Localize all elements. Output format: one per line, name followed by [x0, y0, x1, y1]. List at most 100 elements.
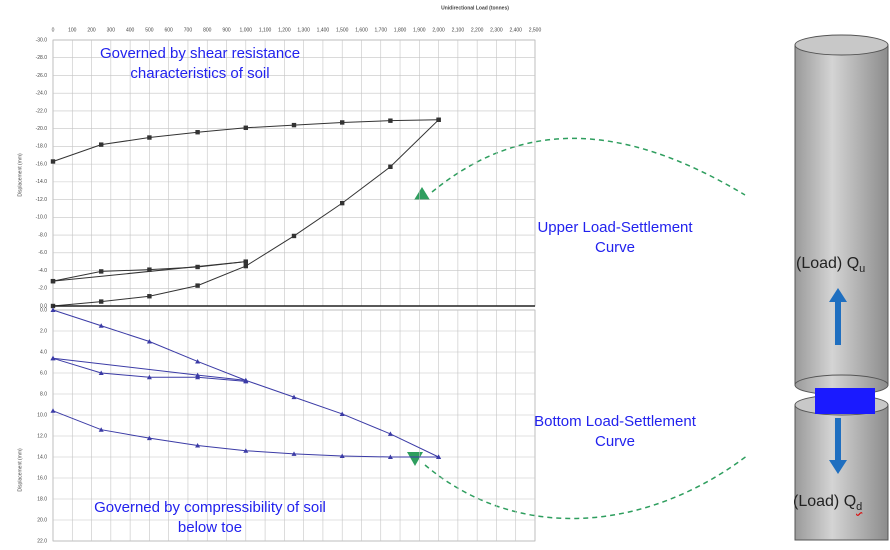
marker	[243, 125, 248, 130]
y-tick-label: -22.0	[36, 108, 48, 114]
x-tick-label: 900	[222, 27, 231, 33]
marker	[195, 283, 200, 288]
load-subscript: d	[856, 501, 863, 514]
annotation: Upper Load-Settlement Curve	[537, 219, 693, 256]
y-tick-label: 0.0	[40, 307, 47, 313]
load-label: (Load) Qu	[796, 255, 865, 275]
x-axis-title: Unidirectional Load (tonnes)	[441, 5, 509, 11]
x-tick-label: 1,700	[375, 27, 388, 33]
marker	[291, 122, 297, 128]
marker	[436, 454, 442, 459]
y-tick-label: 6.0	[40, 370, 47, 376]
marker	[195, 372, 201, 378]
marker	[291, 394, 297, 400]
marker	[146, 374, 152, 380]
y-tick-label: -10.0	[36, 215, 48, 221]
annotation: Governed by shear resistance characteris…	[99, 45, 301, 82]
marker	[243, 377, 249, 383]
marker	[388, 164, 393, 169]
marker	[98, 427, 104, 432]
marker	[99, 142, 104, 147]
x-tick-label: 1,900	[413, 27, 426, 33]
x-tick-label: 800	[203, 27, 212, 33]
y-axis-title: Displacement (mm)	[17, 153, 23, 197]
y-tick-label: 2.0	[40, 328, 47, 334]
y-tick-label: 14.0	[37, 454, 47, 460]
y-tick-label: 0.0	[40, 303, 47, 309]
x-tick-label: 2,500	[529, 27, 542, 33]
y-tick-label: 12.0	[37, 433, 47, 439]
x-tick-label: 700	[184, 27, 193, 33]
marker	[50, 159, 56, 164]
marker	[340, 200, 345, 206]
marker	[147, 135, 152, 140]
plot: 0.0 2.0 4.0 6.0 8.0 10.0 12.0 14.0 16.0 18.0 20.0 2…	[37, 307, 536, 544]
marker	[291, 233, 297, 239]
marker	[195, 358, 201, 364]
y-tick-label: -30.0	[36, 37, 48, 43]
y-tick-label: -12.0	[36, 197, 48, 203]
marker	[339, 411, 345, 416]
y-tick-label: 8.0	[40, 391, 47, 397]
marker	[243, 259, 248, 264]
y-tick-label: -28.0	[36, 55, 48, 61]
y-tick-label: 22.0	[37, 538, 47, 544]
marker	[50, 355, 56, 361]
x-tick-label: 1,300	[297, 27, 310, 33]
y-tick-label: -16.0	[36, 161, 48, 167]
marker	[195, 442, 201, 448]
marker	[388, 118, 393, 123]
marker	[387, 431, 393, 436]
load-text: (Load) Q	[793, 493, 857, 510]
marker	[387, 454, 393, 459]
x-tick-label: 2,000	[432, 27, 445, 33]
callouts	[407, 137, 749, 520]
y-tick-label: -14.0	[36, 179, 48, 185]
x-tick-label: 600	[165, 27, 174, 33]
x-tick-label: 2,400	[509, 27, 522, 33]
marker	[195, 130, 200, 135]
marker	[99, 269, 104, 274]
marker	[340, 120, 345, 125]
x-tick-label: 1,200	[278, 27, 291, 33]
marker	[146, 435, 152, 441]
pile-diagram	[794, 34, 889, 541]
x-tick-label: 2,300	[490, 27, 503, 33]
y-tick-label: 10.0	[37, 412, 47, 418]
y-tick-label: -20.0	[36, 126, 48, 132]
marker	[50, 307, 56, 312]
marker	[98, 323, 104, 328]
x-tick-label: 0	[52, 27, 55, 33]
y-tick-label: -4.0	[38, 268, 47, 274]
marker	[339, 453, 345, 458]
x-tick-label: 400	[126, 27, 135, 33]
series-line	[52, 261, 246, 282]
x-tick-label: 200	[87, 27, 96, 33]
marker	[99, 299, 104, 304]
x-tick-label: 2,200	[471, 27, 484, 33]
x-tick-label: 100	[68, 27, 77, 33]
y-axis-title: Displacement (mm)	[17, 448, 23, 492]
x-tick-label: 1,000	[240, 27, 253, 33]
y-tick-label: 18.0	[37, 496, 47, 502]
y-tick-label: -18.0	[36, 144, 48, 150]
x-tick-label: 1,500	[336, 27, 349, 33]
x-tick-label: 2,100	[452, 27, 465, 33]
x-tick-label: 300	[107, 27, 116, 33]
y-tick-label: 4.0	[40, 349, 47, 355]
marker	[147, 267, 152, 272]
y-tick-label: -8.0	[38, 232, 47, 238]
annotation: Governed by compressibility of soil belo…	[94, 499, 326, 536]
load-text: (Load) Q	[796, 255, 860, 272]
y-tick-label: -26.0	[36, 73, 48, 79]
x-tick-label: 1,600	[355, 27, 368, 33]
x-tick-label: 1,400	[317, 27, 330, 33]
annotation: Bottom Load-Settlement Curve	[534, 413, 696, 450]
marker	[50, 408, 56, 413]
marker	[436, 117, 441, 122]
marker	[147, 294, 152, 299]
x-tick-label: 500	[145, 27, 154, 33]
marker	[98, 370, 104, 375]
marker	[243, 263, 248, 269]
